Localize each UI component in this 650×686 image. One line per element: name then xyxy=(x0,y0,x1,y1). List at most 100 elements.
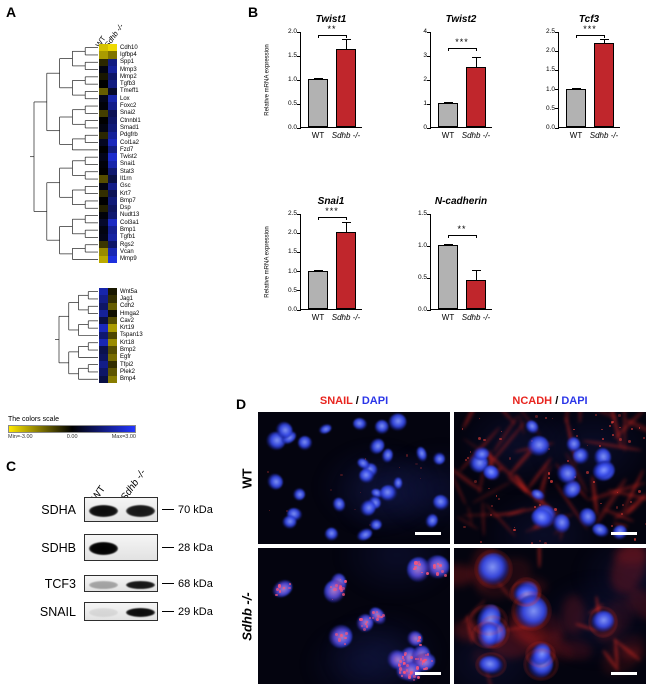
bar-chart-n-cadherin: N-cadherin 0.0 0.5 1.0 1.5 ** WT Sdhb -/- xyxy=(392,196,514,322)
y-tick-mark xyxy=(427,245,431,247)
heatmap-cell xyxy=(99,73,108,81)
plot-area: 0.0 0.5 1.0 1.5 ** WT Sdhb -/- xyxy=(418,210,492,322)
heatmap-cell xyxy=(108,302,117,310)
heatmap-row: Krt19 xyxy=(99,324,143,332)
heatmap-row: Mmp2 xyxy=(99,73,141,81)
heatmap-row: Egfr xyxy=(99,353,143,361)
gene-label: Cav2 xyxy=(120,317,135,324)
plot-area: 0.0 0.5 1.0 1.5 2.0 2.5 *** WT Sdhb -/- xyxy=(546,24,620,140)
y-tick-mark xyxy=(427,213,431,215)
red-dot xyxy=(266,470,269,473)
red-dot xyxy=(629,500,632,504)
heatmap-cell xyxy=(108,189,117,198)
dapi-label: DAPI xyxy=(561,395,588,407)
heatmap-cell xyxy=(108,197,117,205)
error-bar xyxy=(475,57,477,68)
chart-title: N-cadherin xyxy=(434,196,488,207)
heatmap-cell xyxy=(108,146,117,154)
red-dot xyxy=(283,587,286,590)
heatmap-cell xyxy=(99,189,108,198)
bar-chart-twist1: Twist1 Relative mRNA expression 0.0 0.5 1.0 1… xyxy=(262,14,384,140)
x-tick-label: WT xyxy=(441,131,455,140)
red-dot xyxy=(359,492,361,494)
red-dot xyxy=(554,507,558,511)
gene-label: Hmga2 xyxy=(120,310,140,317)
chart-title: Snai1 xyxy=(317,196,345,207)
heatmap-row: Jag1 xyxy=(99,295,143,303)
y-tick-mark xyxy=(555,127,559,129)
gene-label: Igfbp4 xyxy=(120,51,137,58)
heatmap-cell xyxy=(99,375,108,383)
protein-label: TCF3 xyxy=(44,576,76,591)
western-row-snail: SNAIL 29 kDa xyxy=(8,602,213,621)
x-tick-label: Sdhb -/- xyxy=(461,313,491,322)
red-dot xyxy=(418,639,421,642)
red-dot xyxy=(548,477,550,479)
heatmap-cell xyxy=(99,241,108,249)
red-dot xyxy=(616,491,619,494)
heatmap-cell xyxy=(99,102,108,110)
heatmap-row: Smad1 xyxy=(99,124,141,132)
heatmap-cell xyxy=(108,211,117,220)
red-dot xyxy=(403,652,407,656)
y-tick-label: 2 xyxy=(423,76,427,83)
red-dot xyxy=(417,640,420,643)
gene-label: Jag1 xyxy=(120,295,134,302)
red-dot xyxy=(433,563,437,567)
red-dot xyxy=(438,563,442,567)
x-tick-label: Sdhb -/- xyxy=(461,131,491,140)
red-dot xyxy=(643,437,646,440)
significance-stars: *** xyxy=(325,206,339,216)
micro-row-label-sdhb: Sdhb -/- xyxy=(239,592,255,641)
error-bar-cap xyxy=(341,39,351,41)
bar-chart-snai1: Snai1 Relative mRNA expression 0.0 0.5 1.0 1.… xyxy=(262,196,384,322)
red-dot xyxy=(399,667,403,671)
heatmap-cell xyxy=(108,368,117,376)
red-dot xyxy=(268,509,271,512)
bar-wt xyxy=(566,88,586,127)
heatmap-cell xyxy=(99,233,108,242)
red-dot xyxy=(331,598,334,601)
y-tick-label: 0 xyxy=(423,124,427,131)
heatmap-cell xyxy=(108,295,117,303)
kda-label: 29 kDa xyxy=(178,605,213,618)
gene-label: Mmp3 xyxy=(120,66,137,73)
gene-label: Tmeff1 xyxy=(120,88,139,95)
gene-label: Dsp xyxy=(120,205,131,212)
red-dot xyxy=(478,437,482,441)
red-dot xyxy=(490,513,493,516)
red-dot xyxy=(362,628,366,632)
y-tick-label: 1.0 xyxy=(287,76,297,83)
heatmap-cell xyxy=(99,138,108,147)
heatmap-row: Pdgfrb xyxy=(99,131,141,139)
panel-c-label: C xyxy=(6,458,17,474)
heatmap-row: Igfbp4 xyxy=(99,51,141,59)
x-tick-label: WT xyxy=(441,313,455,322)
blot-box xyxy=(84,575,158,592)
heatmap-row: Tgfb1 xyxy=(99,233,141,242)
heatmap-cell xyxy=(99,226,108,234)
y-axis-label: Relative mRNA expression xyxy=(265,226,271,298)
red-dot xyxy=(403,654,407,657)
y-tick-mark xyxy=(297,309,301,311)
red-dot xyxy=(426,653,430,656)
x-tick-label: Sdhb -/- xyxy=(331,131,361,140)
y-tick-label: 0.5 xyxy=(417,274,427,281)
red-dot xyxy=(380,615,383,619)
sig-bracket-tick xyxy=(476,235,477,239)
red-dot xyxy=(444,573,447,577)
sig-bracket-tick xyxy=(448,48,449,52)
red-dot xyxy=(340,473,344,477)
red-dot xyxy=(547,472,551,475)
red-dot xyxy=(402,671,407,675)
bar-sdhb-ko xyxy=(466,67,486,127)
gene-label: Fzd7 xyxy=(120,146,134,153)
heatmap-cell xyxy=(108,87,117,96)
gene-label: Col1a2 xyxy=(120,139,140,146)
heatmap-cell xyxy=(99,124,108,132)
error-bar xyxy=(475,269,477,282)
red-dot xyxy=(335,632,339,636)
red-dot xyxy=(382,614,386,618)
heatmap-row: Bmp1 xyxy=(99,226,141,234)
